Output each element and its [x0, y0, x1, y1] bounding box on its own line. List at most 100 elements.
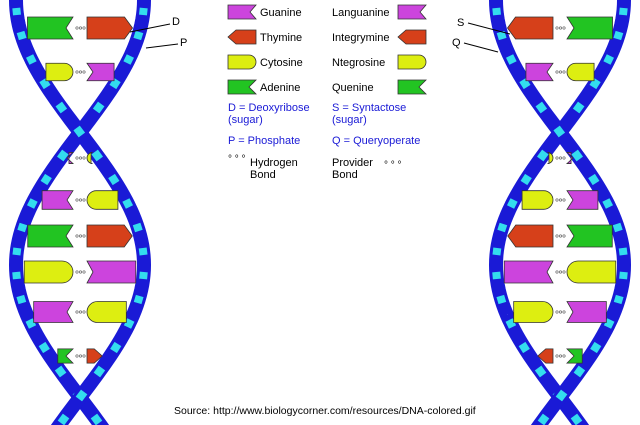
right-strand-a-sugar-segment	[511, 200, 515, 207]
left-hydrogen-bond-dot	[76, 271, 78, 273]
left-strand-a-sugar-segment	[42, 344, 46, 351]
left-hydrogen-bond-dot	[83, 199, 85, 201]
left-base-5-right	[87, 225, 132, 247]
left-strand-b-sugar-segment	[143, 272, 144, 279]
sugar-definition-right: S = Syntactose	[332, 102, 406, 114]
left-hydrogen-bond-dot	[79, 355, 81, 357]
left-hydrogen-bond-dot	[83, 311, 85, 313]
left-base-5-left	[28, 225, 73, 247]
left-strand-a-sugar-segment	[20, 296, 22, 303]
left-base-7-right	[87, 302, 126, 323]
q-pointer-line	[464, 43, 498, 52]
right-base-7-right	[567, 302, 606, 323]
left-strand-a-sugar-segment	[137, 32, 139, 39]
left-strand-a-sugar-segment	[94, 416, 99, 423]
legend-swatch-adenine	[398, 80, 426, 94]
right-strand-a-sugar-segment	[540, 152, 545, 159]
phosphate-definition-left: P = Phosphate	[228, 135, 300, 147]
right-base-0-right	[567, 17, 613, 39]
legend: Guanine Thymine Cytosine Adenine Languanine…	[228, 5, 426, 181]
right-strand-a-sugar-segment	[617, 32, 619, 39]
right-base-6-left	[504, 261, 553, 283]
left-hydrogen-bond-dot	[83, 157, 85, 159]
right-strand-b-sugar-segment	[607, 320, 610, 327]
left-base-1-left	[46, 63, 73, 81]
right-hydrogen-bond-dot	[559, 157, 561, 159]
label-d: D	[172, 16, 180, 28]
left-hydrogen-bond-dot	[79, 157, 81, 159]
legend-swatch-cytosine	[398, 55, 426, 69]
left-strand-a-sugar-segment	[16, 272, 17, 279]
right-hydrogen-bond-dot	[559, 71, 561, 73]
left-base-0-left	[27, 17, 73, 39]
left-strand-b-sugar-segment	[143, 248, 144, 255]
right-hydrogen-bond-dot	[556, 271, 558, 273]
right-strand-b-sugar-segment	[606, 200, 610, 207]
legend-shape-adenine	[228, 80, 256, 94]
left-base-8-left	[58, 349, 73, 363]
provider-bond-label-2: Bond	[332, 169, 358, 181]
left-hydrogen-bond-dot	[79, 311, 81, 313]
legend-label-ntegrosine: Ntegrosine	[332, 57, 385, 69]
legend-swatch-adenine	[228, 80, 256, 94]
right-hydrogen-bond-dot	[556, 27, 558, 29]
right-hydrogen-bond-dot	[563, 199, 565, 201]
left-hydrogen-bond-dot	[83, 71, 85, 73]
left-strand-b-sugar-segment	[79, 392, 84, 399]
left-base-6-right	[87, 261, 136, 283]
legend-shape-cytosine	[228, 55, 256, 69]
left-base-7-left	[34, 302, 73, 323]
legend-swatch-thymine	[398, 30, 426, 44]
legend-swatch-cytosine	[228, 55, 256, 69]
right-strand-b-sugar-segment	[496, 8, 497, 15]
right-hydrogen-bond-dot	[556, 157, 558, 159]
right-hydrogen-bond-dot	[563, 27, 565, 29]
right-hydrogen-bond-dot	[559, 199, 561, 201]
right-strand-b-sugar-segment	[577, 368, 582, 375]
right-strand-a-sugar-segment	[501, 224, 503, 231]
right-strand-a-sugar-segment	[607, 56, 610, 63]
left-strand-b-sugar-segment	[16, 8, 17, 15]
left-hydrogen-bond-dot	[79, 235, 81, 237]
right-hydrogen-bond-dot	[563, 271, 565, 273]
right-strand-a-sugar-segment	[496, 272, 497, 279]
left-strand-a-sugar-segment	[31, 200, 35, 207]
right-hydrogen-bond-dot	[556, 71, 558, 73]
left-strand-b-sugar-segment	[95, 152, 100, 159]
legend-label-guanine: Guanine	[260, 7, 302, 19]
right-strand-b-sugar-segment	[510, 56, 513, 63]
left-base-4-right	[87, 191, 118, 210]
left-base-6-left	[24, 261, 73, 283]
right-strand-a-sugar-segment	[524, 176, 529, 183]
left-base-1-right	[87, 63, 114, 81]
right-base-6-right	[567, 261, 616, 283]
left-hydrogen-bond-dot	[83, 355, 85, 357]
left-strand-a-sugar-segment	[60, 152, 65, 159]
label-p: P	[180, 37, 187, 49]
left-strand-b-sugar-segment	[21, 32, 23, 39]
legend-shape-thymine	[228, 30, 256, 44]
legend-shape-guanine	[228, 5, 256, 19]
right-base-4-left	[522, 191, 553, 210]
right-hydrogen-bond-dot	[556, 355, 558, 357]
left-strand-a-sugar-segment	[16, 248, 17, 255]
right-base-1-right	[567, 63, 594, 81]
left-strand-b-sugar-segment	[126, 200, 130, 207]
right-strand-b-sugar-segment	[557, 128, 562, 135]
right-strand-a-sugar-segment	[496, 248, 497, 255]
right-hydrogen-bond-dot	[559, 235, 561, 237]
hydrogen-bond-dots: ° ° °	[228, 154, 246, 165]
left-hydrogen-bond-dot	[76, 235, 78, 237]
left-strand-b-sugar-segment	[138, 296, 140, 303]
sugar-definition-left-note: (sugar)	[228, 114, 263, 126]
left-strand-a-sugar-segment	[143, 8, 144, 15]
left-base-4-left	[42, 191, 73, 210]
legend-shape-languanine	[398, 5, 426, 19]
right-strand-a-sugar-segment	[623, 8, 624, 15]
right-strand-a-sugar-segment	[576, 104, 581, 111]
left-strand-b-sugar-segment	[77, 128, 82, 135]
right-hydrogen-bond-dot	[563, 355, 565, 357]
legend-label-adenine: Adenine	[260, 82, 300, 94]
left-strand-a-sugar-segment	[58, 368, 63, 375]
